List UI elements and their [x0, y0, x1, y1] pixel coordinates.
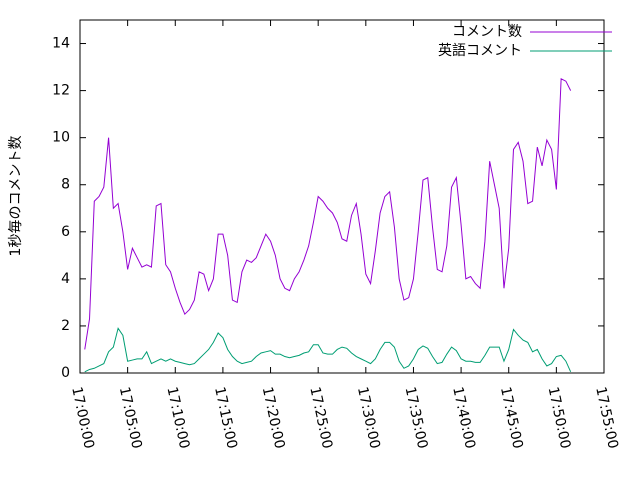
- y-tick-label: 12: [52, 83, 70, 99]
- x-tick-label: 17:25:00: [306, 385, 335, 450]
- y-tick-label: 8: [61, 177, 70, 193]
- plot-frame: [79, 19, 605, 374]
- y-tick-label: 14: [52, 36, 70, 52]
- x-tick-label: 17:15:00: [211, 385, 240, 450]
- x-tick-label: 17:20:00: [259, 385, 288, 450]
- series-line: [84, 327, 572, 373]
- y-tick-label: 0: [61, 365, 70, 381]
- x-tick-label: 17:40:00: [449, 385, 478, 450]
- y-tick-label: 6: [61, 224, 70, 240]
- x-tick-label: 17:45:00: [497, 385, 526, 450]
- y-axis-label: 1秒毎のコメント数: [8, 136, 24, 257]
- x-tick-label: 17:10:00: [163, 385, 192, 450]
- x-tick-label: 17:30:00: [354, 385, 383, 450]
- legend-label: コメント数: [452, 24, 522, 40]
- y-tick-label: 10: [52, 130, 70, 146]
- x-tick-label: 17:50:00: [545, 385, 574, 450]
- x-tick-label: 17:55:00: [592, 385, 621, 450]
- y-tick-label: 4: [61, 271, 70, 287]
- series-line: [84, 78, 572, 350]
- x-tick-label: 17:05:00: [116, 385, 145, 450]
- legend-label: 英語コメント: [438, 42, 522, 59]
- y-tick-label: 2: [61, 318, 70, 334]
- x-tick-label: 17:35:00: [402, 385, 431, 450]
- x-tick-label: 17:00:00: [68, 385, 97, 450]
